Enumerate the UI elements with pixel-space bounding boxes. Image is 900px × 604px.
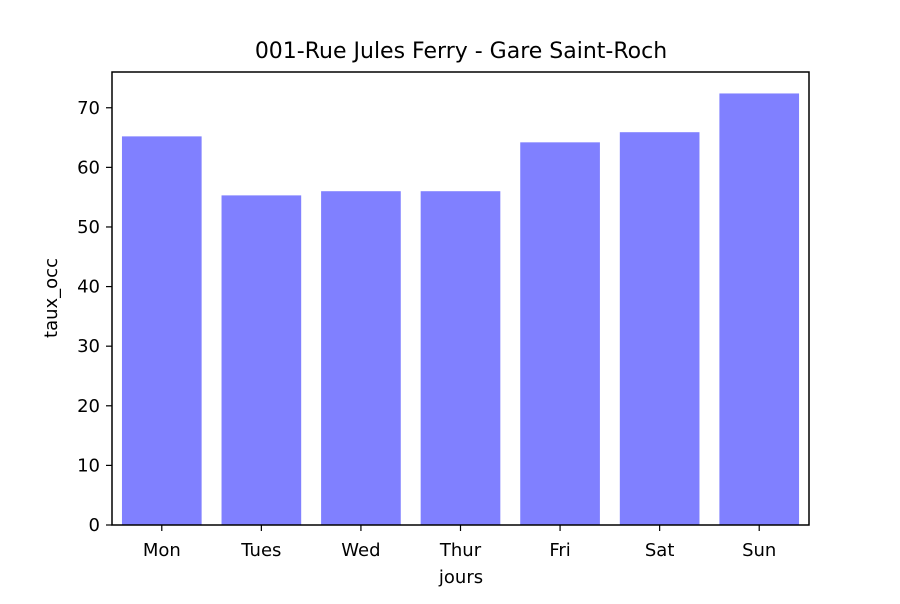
bars-layer — [121, 93, 800, 526]
x-axis-label: jours — [438, 567, 483, 588]
bar-sat — [619, 132, 700, 525]
x-tick-label: Mon — [143, 540, 181, 561]
y-tick-label: 70 — [77, 98, 100, 119]
x-tick-label: Fri — [549, 540, 570, 561]
y-tick-label: 30 — [77, 336, 100, 357]
y-axis-ticks: 0 10 20 30 40 50 60 70 — [77, 98, 112, 536]
x-tick-label: Sat — [645, 540, 675, 561]
y-tick-label: 0 — [89, 515, 100, 536]
y-tick-label: 50 — [77, 217, 100, 238]
bar-tues — [221, 195, 302, 525]
x-tick-label: Tues — [240, 540, 281, 561]
x-tick-label: Wed — [341, 540, 380, 561]
chart-title: 001-Rue Jules Ferry - Gare Saint-Roch — [255, 39, 667, 64]
bar-sun — [719, 93, 800, 526]
bar-wed — [321, 191, 401, 525]
y-axis-label: taux_occ — [41, 258, 62, 338]
y-tick-label: 10 — [77, 455, 100, 476]
x-tick-label: Thur — [439, 540, 482, 561]
x-axis-ticks: Mon Tues Wed Thur Fri Sat Sun — [143, 525, 776, 561]
bar-mon — [121, 136, 202, 525]
y-tick-label: 20 — [77, 396, 100, 417]
bar-thur — [420, 191, 501, 525]
x-tick-label: Sun — [742, 540, 776, 561]
bar-fri — [520, 142, 600, 525]
y-tick-label: 60 — [77, 157, 100, 178]
y-tick-label: 40 — [77, 277, 100, 298]
plot-frame — [111, 71, 810, 526]
